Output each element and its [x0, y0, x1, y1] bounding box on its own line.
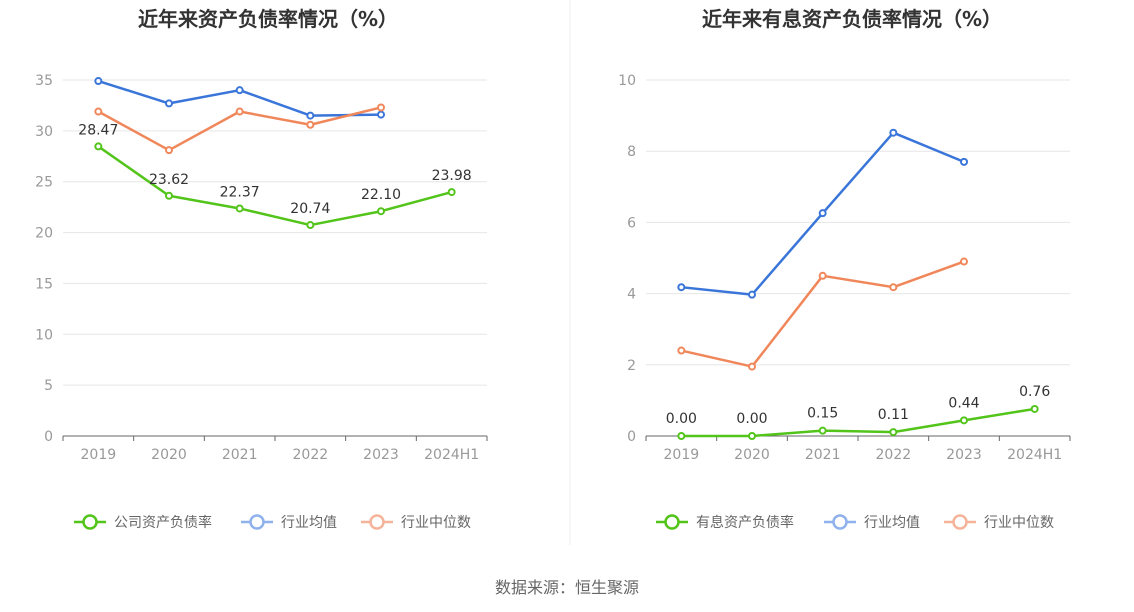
- data-point: [165, 191, 173, 200]
- data-point: [818, 271, 827, 280]
- data-point: [235, 204, 244, 213]
- data-label: 22.37: [220, 184, 260, 200]
- data-label: 0.00: [666, 411, 697, 427]
- legend-marker: [952, 514, 968, 530]
- legend-marker: [249, 514, 265, 530]
- data-label: 28.47: [78, 122, 118, 138]
- y-tick-label: 10: [618, 73, 636, 89]
- y-tick-label: 15: [35, 276, 53, 292]
- data-point: [1030, 404, 1039, 413]
- data-point: [960, 416, 968, 425]
- data-label: 0.44: [948, 395, 979, 411]
- y-tick-label: 8: [627, 144, 636, 160]
- legend-marker: [832, 514, 848, 530]
- data-point: [94, 107, 103, 116]
- data-point: [165, 146, 173, 155]
- data-source-note: 数据来源：恒生聚源: [494, 578, 639, 597]
- x-tick-label: 2024H1: [1007, 447, 1062, 463]
- x-tick-label: 2019: [664, 447, 700, 463]
- x-tick-label: 2020: [734, 447, 770, 463]
- data-point: [889, 428, 898, 437]
- y-tick-label: 10: [35, 327, 53, 343]
- data-point: [748, 290, 756, 299]
- data-label: 23.62: [149, 172, 189, 188]
- data-point: [377, 207, 385, 216]
- y-tick-label: 25: [35, 175, 53, 191]
- y-tick-label: 35: [35, 73, 53, 89]
- data-point: [960, 157, 968, 166]
- x-tick-label: 2021: [805, 447, 841, 463]
- data-label: 20.74: [290, 201, 330, 217]
- data-point: [889, 128, 898, 137]
- legend-marker: [369, 514, 385, 530]
- legend-label: 有息资产负债率: [696, 514, 794, 531]
- x-tick-label: 2023: [946, 447, 982, 463]
- data-point: [748, 362, 756, 371]
- x-tick-label: 2023: [363, 447, 399, 463]
- x-tick-label: 2021: [222, 447, 258, 463]
- data-point: [447, 188, 456, 197]
- data-point: [94, 77, 103, 86]
- legend-label: 行业中位数: [984, 515, 1054, 531]
- data-point: [677, 346, 686, 355]
- data-point: [377, 103, 385, 112]
- data-point: [235, 86, 244, 95]
- y-tick-label: 4: [627, 287, 636, 303]
- legend-label: 行业中位数: [401, 515, 471, 531]
- data-label: 22.10: [361, 187, 401, 203]
- legend-label: 公司资产负债率: [114, 514, 212, 531]
- legend-label: 行业均值: [864, 515, 920, 531]
- y-tick-label: 20: [35, 226, 53, 242]
- x-tick-label: 2022: [876, 447, 912, 463]
- y-tick-label: 0: [627, 429, 636, 445]
- chart-title: 近年来有息资产负债率情况（%）: [702, 7, 1002, 31]
- right-chart-panel: 近年来有息资产负债率情况（%） 0 2 4 6 8 10 2019 2020 2021 2022 20…: [618, 7, 1071, 531]
- legend-marker: [664, 514, 680, 530]
- data-point: [677, 432, 686, 440]
- legend-marker: [82, 514, 98, 530]
- data-point: [960, 257, 968, 266]
- y-tick-label: 5: [44, 378, 53, 394]
- x-tick-label: 2024H1: [424, 447, 479, 463]
- legend-label: 行业均值: [281, 515, 337, 531]
- data-point: [818, 209, 827, 218]
- data-point: [306, 120, 315, 129]
- chart-title: 近年来资产负债率情况（%）: [138, 7, 398, 31]
- data-point: [165, 99, 173, 108]
- data-point: [235, 107, 244, 116]
- data-point: [818, 426, 827, 435]
- data-point: [377, 110, 385, 119]
- data-point: [306, 221, 315, 230]
- x-tick-label: 2019: [81, 447, 117, 463]
- data-point: [748, 432, 756, 440]
- data-label: 0.11: [878, 407, 909, 423]
- x-tick-label: 2020: [151, 447, 187, 463]
- data-label: 23.98: [432, 168, 472, 184]
- y-tick-label: 2: [627, 358, 636, 374]
- x-tick-label: 2022: [293, 447, 329, 463]
- data-label: 0.15: [807, 406, 838, 422]
- data-point: [306, 111, 315, 120]
- y-tick-label: 6: [627, 215, 636, 231]
- data-label: 0.00: [736, 411, 767, 427]
- data-point: [889, 283, 898, 292]
- y-tick-label: 0: [44, 429, 53, 445]
- series-line: [97, 145, 452, 227]
- left-chart-panel: 近年来资产负债率情况（%） 0 5 10 15 20 25 30 35 2019 2020 2021 2…: [35, 7, 488, 531]
- data-point: [677, 283, 686, 292]
- y-tick-label: 30: [35, 124, 53, 140]
- data-label: 0.76: [1019, 384, 1050, 400]
- data-point: [94, 142, 103, 151]
- series-line: [681, 407, 1035, 438]
